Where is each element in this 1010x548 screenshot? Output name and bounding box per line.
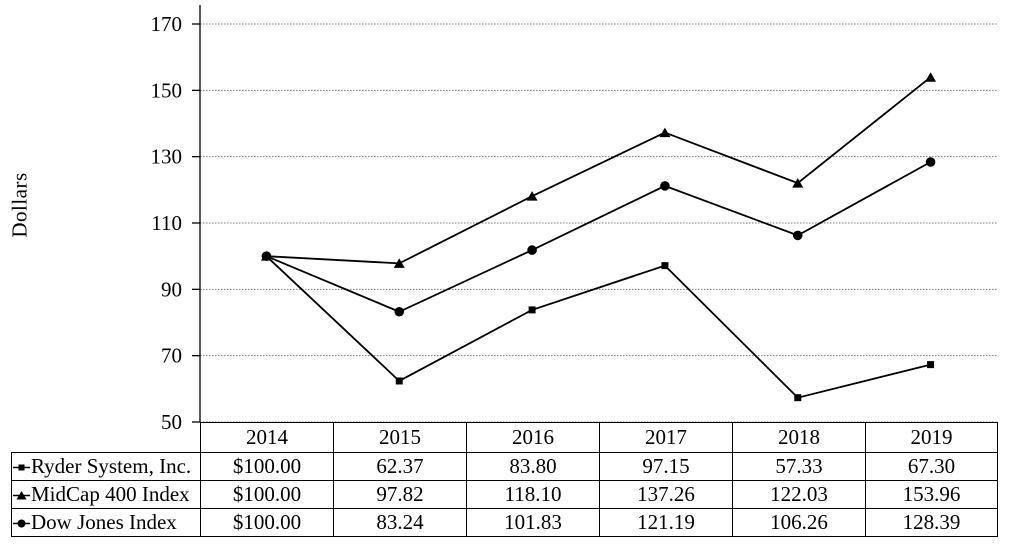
data-point-square (794, 394, 802, 402)
y-axis-tick-label: 170 (151, 12, 183, 36)
year-header: 2019 (865, 422, 998, 453)
series-value-cell: 57.33 (732, 452, 866, 481)
table-header-row: 2014 2015 2016 2017 2018 2019 (12, 422, 998, 453)
series-line-triangle (266, 76, 932, 265)
series-name: Ryder System, Inc. (31, 454, 192, 478)
y-axis-tick-label: 70 (161, 344, 182, 368)
legend-marker-triangle (13, 491, 30, 500)
series-name: MidCap 400 Index (31, 482, 190, 506)
series-label-cell: MidCap 400 Index (11, 480, 201, 509)
year-header: 2015 (333, 422, 467, 453)
series-value-cell: 118.10 (466, 480, 600, 509)
year-header: 2018 (732, 422, 866, 453)
y-axis-tick-label: 130 (151, 145, 183, 169)
y-axis-title: Dollars (7, 172, 32, 238)
y-axis-tick-label: 50 (161, 410, 182, 434)
series-value-cell: 83.80 (466, 452, 600, 481)
series-value-cell: $100.00 (200, 480, 334, 509)
series-value-cell: $100.00 (200, 508, 334, 537)
data-point-square (661, 262, 669, 270)
data-point-triangle (526, 191, 538, 201)
year-header: 2017 (599, 422, 733, 453)
y-axis-tick-label: 110 (151, 211, 182, 235)
series-value-cell: 83.24 (333, 508, 467, 537)
series-label-cell: Ryder System, Inc. (11, 452, 201, 481)
performance-data-table: 2014 2015 2016 2017 2018 2019 Ryder System, In… (11, 422, 998, 537)
data-point-triangle (792, 178, 804, 188)
table-row: Dow Jones Index $100.00 83.24 101.83 121.19 1… (11, 508, 998, 537)
series-value-cell: 121.19 (599, 508, 733, 537)
data-point-circle (261, 251, 272, 261)
table-corner-blank (12, 423, 201, 453)
y-axis-tick-label: 90 (161, 277, 182, 301)
series-line-circle (266, 161, 932, 313)
series-label-cell: Dow Jones Index (11, 508, 201, 537)
legend-marker-square (13, 464, 30, 471)
y-axis-tick-label: 150 (151, 78, 183, 102)
series-name: Dow Jones Index (31, 510, 177, 534)
data-point-circle (394, 306, 405, 317)
series-value-cell: 137.26 (599, 480, 733, 509)
year-header: 2016 (466, 422, 600, 453)
series-value-cell: 101.83 (466, 508, 600, 537)
data-point-circle (660, 181, 670, 191)
data-point-circle (925, 157, 936, 167)
data-point-triangle (925, 72, 937, 82)
series-value-cell: 153.96 (865, 480, 998, 509)
series-value-cell: 67.30 (865, 452, 998, 481)
data-point-square (528, 306, 536, 314)
series-value-cell: $100.00 (200, 452, 334, 481)
data-point-square (395, 377, 403, 385)
data-point-square (927, 361, 935, 369)
table-row: MidCap 400 Index $100.00 97.82 118.10 137.26… (11, 480, 998, 509)
data-point-circle (527, 245, 537, 255)
year-header: 2014 (200, 422, 334, 453)
series-line-square (265, 255, 931, 399)
legend-marker-circle (13, 519, 30, 528)
data-point-circle (792, 230, 803, 241)
series-value-cell: 106.26 (732, 508, 866, 537)
series-value-cell: 62.37 (333, 452, 467, 481)
series-value-cell: 97.15 (599, 452, 733, 481)
series-value-cell: 128.39 (865, 508, 998, 537)
table-row: Ryder System, Inc. $100.00 62.37 83.80 97.15… (11, 452, 998, 481)
series-value-cell: 122.03 (732, 480, 866, 509)
data-point-triangle (393, 258, 405, 268)
data-point-triangle (659, 127, 671, 138)
series-value-cell: 97.82 (333, 480, 467, 509)
